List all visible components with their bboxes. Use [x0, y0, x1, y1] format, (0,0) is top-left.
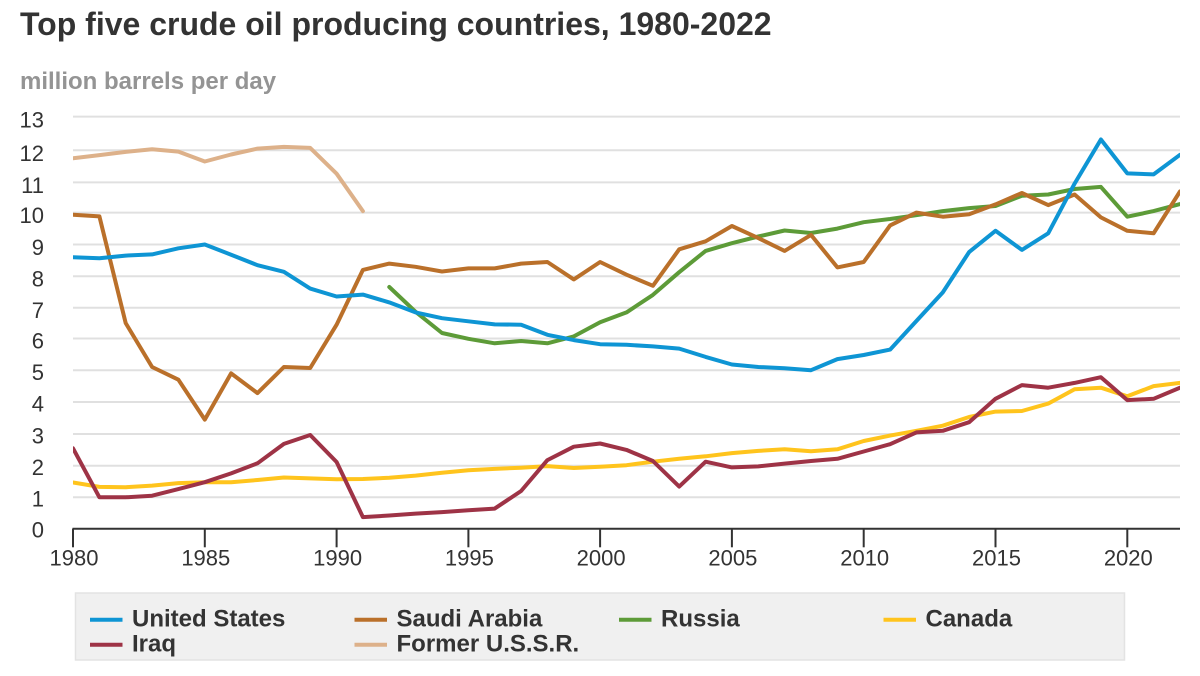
svg-text:1980: 1980: [50, 546, 99, 571]
svg-text:6: 6: [32, 328, 44, 353]
svg-text:Saudi Arabia: Saudi Arabia: [397, 606, 543, 633]
svg-text:Former U.S.S.R.: Former U.S.S.R.: [397, 631, 580, 658]
svg-text:Canada: Canada: [926, 606, 1013, 633]
svg-text:2005: 2005: [708, 546, 757, 571]
svg-text:7: 7: [32, 298, 44, 323]
svg-text:10: 10: [20, 203, 44, 228]
svg-text:Russia: Russia: [661, 606, 740, 633]
svg-text:9: 9: [32, 235, 44, 260]
svg-text:5: 5: [32, 360, 44, 385]
svg-text:2020: 2020: [1104, 546, 1153, 571]
svg-text:1995: 1995: [445, 546, 494, 571]
svg-text:Top five crude oil producing c: Top five crude oil producing countries, …: [20, 6, 772, 42]
svg-text:1: 1: [32, 487, 44, 512]
svg-text:0: 0: [32, 518, 44, 543]
svg-text:12: 12: [20, 141, 44, 166]
svg-text:1985: 1985: [181, 546, 230, 571]
svg-text:11: 11: [21, 173, 44, 198]
svg-text:2: 2: [32, 455, 44, 480]
svg-text:8: 8: [32, 267, 44, 292]
svg-text:Iraq: Iraq: [132, 631, 176, 658]
svg-text:13: 13: [20, 108, 44, 133]
svg-text:2015: 2015: [972, 546, 1021, 571]
svg-text:million barrels per day: million barrels per day: [20, 68, 277, 95]
svg-text:2000: 2000: [577, 546, 626, 571]
svg-text:3: 3: [32, 424, 44, 449]
svg-text:United States: United States: [132, 606, 285, 633]
svg-text:2010: 2010: [840, 546, 889, 571]
svg-text:4: 4: [32, 392, 44, 417]
svg-text:1990: 1990: [313, 546, 362, 571]
